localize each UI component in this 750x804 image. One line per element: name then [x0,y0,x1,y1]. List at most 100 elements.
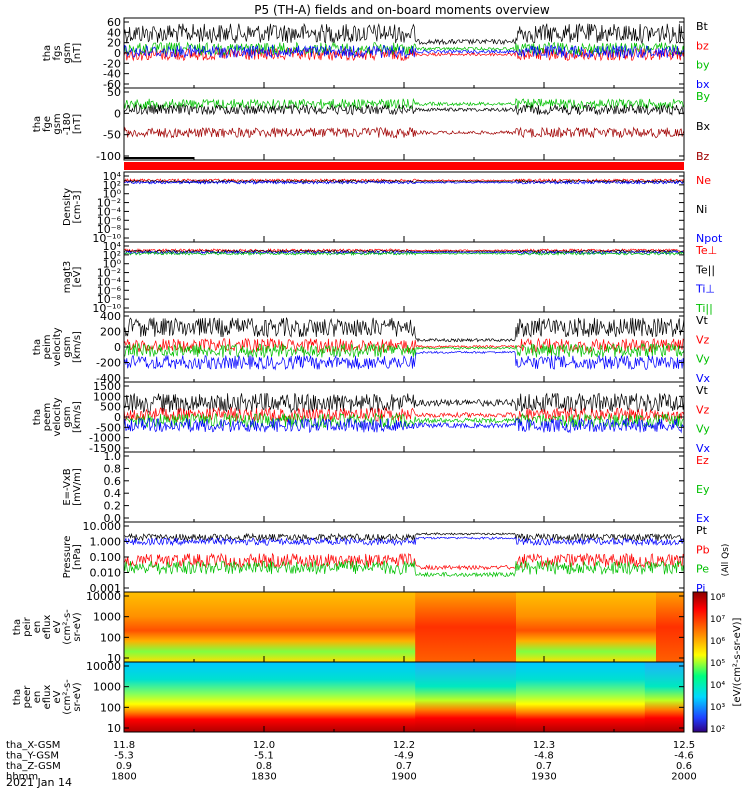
y-axis-label: tha [42,45,53,61]
panel-frame [123,87,685,161]
y-tick-label: 10⁻² [97,197,121,210]
colorbar: 10⁸ 10⁷ 10⁶ 10⁵ 10⁴ 10³ 10² [eV/(cm²-s-sr-eV)] (… [692,544,743,735]
y-axis-label: peem [42,403,53,431]
panel-2: 50 0 -50 -100 tha fge gsm -180 [nT] By Bx Bz [32,86,711,170]
x-tick-label: 11.8 [113,740,135,751]
y-tick-label: 10 [107,722,121,735]
y-axis-label: peim [42,334,53,359]
x-tick-label: -4.8 [534,751,554,762]
y-axis-label: sr-eV) [72,682,83,711]
y-tick-label: 10⁰ [103,188,122,201]
y-axis-label: eV [52,690,63,703]
y-axis-label: E=-VxB [62,468,73,505]
panel-7: 1.00.80.60.40.20.0 E=-VxB [mV/m] Ez Ey Ex [62,450,710,525]
y-axis-label: [nPa] [72,544,83,570]
y-tick-label: 0 [114,341,121,354]
panel-frame [123,451,685,523]
legend-ti: Ti⊥ [695,283,715,296]
x-tick-label: 0.7 [536,761,552,772]
legend-bx: Bx [696,120,711,133]
y-tick-label: 10² [103,179,121,192]
x-row-label: tha_X-GSM [6,740,60,751]
series-npot-line [123,180,685,185]
x-tick-label: 2000 [671,772,696,783]
ion-spectrogram-end [656,592,684,662]
y-axis-label: Pressure [62,536,73,579]
y-tick-label: -20 [103,57,121,70]
y-axis-label: [mV/m] [72,468,83,506]
y-axis-label: [eV] [72,267,83,288]
y-tick-label: 10⁻⁶ [97,284,122,297]
electron-spectrogram-quiet [415,662,516,732]
legend-ez: Ez [696,454,709,467]
colorbar-tick: 10⁵ [710,659,725,669]
colorbar-tick: 10³ [710,703,725,713]
legend-te: Te|| [695,263,715,276]
series-pi-line [123,536,685,547]
panel-9: 10000 1000 100 10 tha peir en eflux eV (cm²-s-sr-… [12,590,685,665]
y-tick-label: 10⁻⁸ [97,223,122,236]
y-tick-label: 100 [100,701,121,714]
x-tick-label: 12.5 [673,740,695,751]
series-vx-line [123,350,685,371]
x-tick-label: -5.1 [254,751,274,762]
y-tick-label: 10⁴ [103,170,122,183]
ion-spectrogram-bg [124,592,684,662]
legend-vt: Vt [696,314,709,327]
y-tick-label: 0.8 [104,462,122,475]
panel-frame [123,311,685,383]
y-axis-label: (cm²-s- [62,679,73,715]
y-axis-label: gsm [62,42,73,63]
series-bt-line [123,22,685,46]
y-axis-label: [km/s] [72,331,83,363]
y-axis-label: tha [32,116,43,132]
y-axis-label: velocity [52,397,63,436]
legend-by: by [696,59,710,72]
colorbar-label-qs: (All Qs) [721,544,731,577]
y-axis-label: (cm²-s- [62,609,73,645]
legend-ne: Ne [696,174,711,187]
y-axis-label: [nT] [72,114,83,134]
legend-te: Te⊥ [695,244,717,257]
x-tick-label: 0.9 [116,761,132,772]
y-tick-label: -400 [96,372,121,385]
x-tick-label: -4.6 [674,751,694,762]
mode-marker [124,157,194,159]
series-by-line [123,97,685,111]
y-tick-label: 0 [114,107,121,120]
y-tick-label: 1.0 [104,450,122,463]
y-axis-label: en [32,691,43,704]
y-axis-label: gsm [62,406,73,427]
x-axis-labels: tha_X-GSMtha_Y-GSMtha_Z-GSMhhmm11.8-5.30… [6,740,697,783]
x-tick-label: 1800 [111,772,136,783]
y-tick-label: 50 [107,86,121,99]
y-axis-label: magt3 [62,261,73,294]
y-tick-label: 100 [100,631,121,644]
y-tick-label: 1.000 [90,536,122,549]
y-tick-label: 0.0 [104,512,122,525]
y-tick-label: 0 [114,411,121,424]
y-tick-label: 10000 [86,590,121,603]
x-tick-label: 12.3 [533,740,555,751]
legend-pt: Pt [696,524,708,537]
y-axis-label: -180 [62,113,73,136]
x-tick-label: 0.6 [676,761,692,772]
y-tick-label: 10000 [86,660,121,673]
y-tick-label: 10⁻¹⁰ [92,302,121,315]
y-axis-label: eflux [42,615,53,640]
legend-ni: Ni [696,203,707,216]
ion-spectrogram-quiet [415,592,516,662]
series-vt-line [123,392,685,414]
mode-bar [124,162,684,170]
y-axis-label: [nT] [72,43,83,63]
y-axis-label: peir [22,616,33,636]
series-vt-line [123,317,685,343]
y-tick-label: 400 [100,310,121,323]
y-axis-label: eV [52,620,63,633]
